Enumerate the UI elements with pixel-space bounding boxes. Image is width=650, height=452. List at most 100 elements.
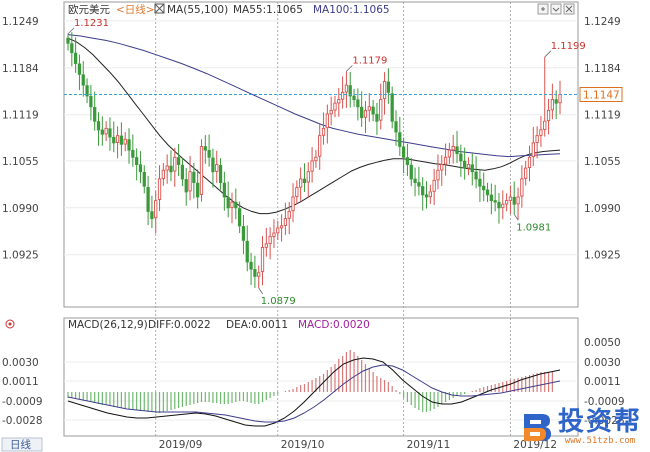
price-y-tick-right: 1.0990 [584, 203, 621, 215]
candle [306, 162, 310, 198]
last-price-marker: 1.1147 [64, 86, 623, 102]
candle [482, 172, 486, 202]
annotation-high-label: 1.1231 [74, 18, 109, 29]
candle [188, 155, 192, 201]
brand-logo: 投资帮 www.51tzb.com [520, 408, 642, 446]
candle [146, 175, 150, 226]
candle [325, 104, 329, 144]
candle [291, 183, 295, 223]
candle [386, 68, 391, 104]
candle [222, 171, 227, 211]
candle [321, 112, 326, 145]
candle [287, 202, 291, 235]
period-tag[interactable]: <日线> [116, 3, 155, 16]
candle [127, 128, 131, 164]
candle [93, 91, 97, 131]
candle [508, 185, 513, 215]
candle [100, 116, 104, 146]
candle [497, 192, 501, 224]
candle [390, 86, 394, 129]
price-y-tick-right: 1.1184 [584, 63, 621, 75]
candle [226, 181, 230, 218]
candle [421, 177, 425, 211]
candle [527, 145, 532, 182]
candle [249, 252, 253, 286]
annotation-leader [544, 50, 552, 58]
candle [348, 71, 352, 108]
price-y-tick-left: 1.1184 [2, 63, 39, 75]
ma-toggle-icon[interactable] [154, 3, 165, 14]
annotation-high-label: 1.1199 [551, 41, 586, 52]
candle [218, 158, 223, 190]
annotation-leader [67, 27, 75, 35]
candle [398, 116, 402, 156]
period-tab[interactable] [1, 437, 43, 452]
macd-diff-value: DIFF:0.0022 [148, 319, 211, 331]
price-y-tick-right: 1.1119 [584, 110, 621, 122]
candle [150, 195, 154, 228]
annotation-low-label: 1.0981 [516, 222, 551, 233]
candle [356, 88, 360, 121]
candle [375, 102, 379, 135]
chevron-down-icon [552, 7, 560, 12]
candle [367, 93, 371, 122]
candle [535, 126, 539, 159]
macd-y-tick-right: 0.0030 [584, 357, 621, 369]
candle [554, 90, 558, 120]
annotation-leader [346, 65, 353, 72]
candle [478, 169, 482, 203]
time-axis-tick: 2019/12 [513, 439, 557, 451]
macd-y-tick-right: -0.0009 [584, 396, 625, 408]
candle [474, 156, 478, 189]
candle [401, 137, 406, 174]
candle [112, 121, 116, 153]
candle [463, 147, 467, 180]
candlesticks [66, 32, 562, 288]
macd-y-tick-right: -0.0028 [584, 415, 625, 427]
time-axis-tick: 2019/11 [407, 439, 451, 451]
candle [276, 220, 280, 241]
macd-y-tick-right: 0.0011 [584, 376, 621, 388]
candle [234, 188, 238, 220]
price-y-tick-left: 1.1055 [2, 156, 39, 168]
candle [173, 147, 177, 187]
annotation-leader [513, 214, 519, 221]
candle [77, 54, 82, 91]
price-panel-frame [63, 1, 579, 308]
candle [257, 265, 261, 288]
macd-y-tick-left: -0.0009 [2, 396, 43, 408]
candle [199, 139, 204, 202]
candle [531, 126, 535, 166]
candle [302, 163, 307, 192]
price-y-tick-left: 1.1249 [2, 16, 39, 28]
macd-y-tick-left: -0.0028 [2, 415, 43, 427]
candle [447, 142, 452, 165]
candle [131, 134, 135, 167]
candle [253, 255, 257, 288]
macd-y-tick-right: 0.0050 [584, 337, 621, 349]
candle [314, 150, 318, 168]
candle [192, 162, 196, 199]
time-axis-tick: 2019/10 [281, 439, 325, 451]
candle [237, 201, 242, 234]
annotation-high-label: 1.1179 [352, 55, 387, 66]
macd-lines [67, 357, 561, 427]
macd-line-dea [67, 364, 561, 423]
candle [89, 84, 93, 121]
macd-icon[interactable] [5, 319, 15, 329]
candle [272, 219, 276, 249]
candle [299, 167, 303, 201]
candle [455, 130, 459, 164]
candle [443, 143, 448, 176]
price-y-tick-left: 1.1119 [2, 110, 39, 122]
candle [470, 153, 474, 186]
candle [268, 227, 272, 260]
annotation-leader [258, 287, 264, 295]
candle [135, 148, 139, 181]
candle [546, 98, 551, 135]
candle [394, 110, 398, 146]
price-y-tick-right: 1.0925 [584, 250, 621, 262]
minimize-button[interactable] [550, 3, 562, 15]
candle [440, 155, 444, 186]
